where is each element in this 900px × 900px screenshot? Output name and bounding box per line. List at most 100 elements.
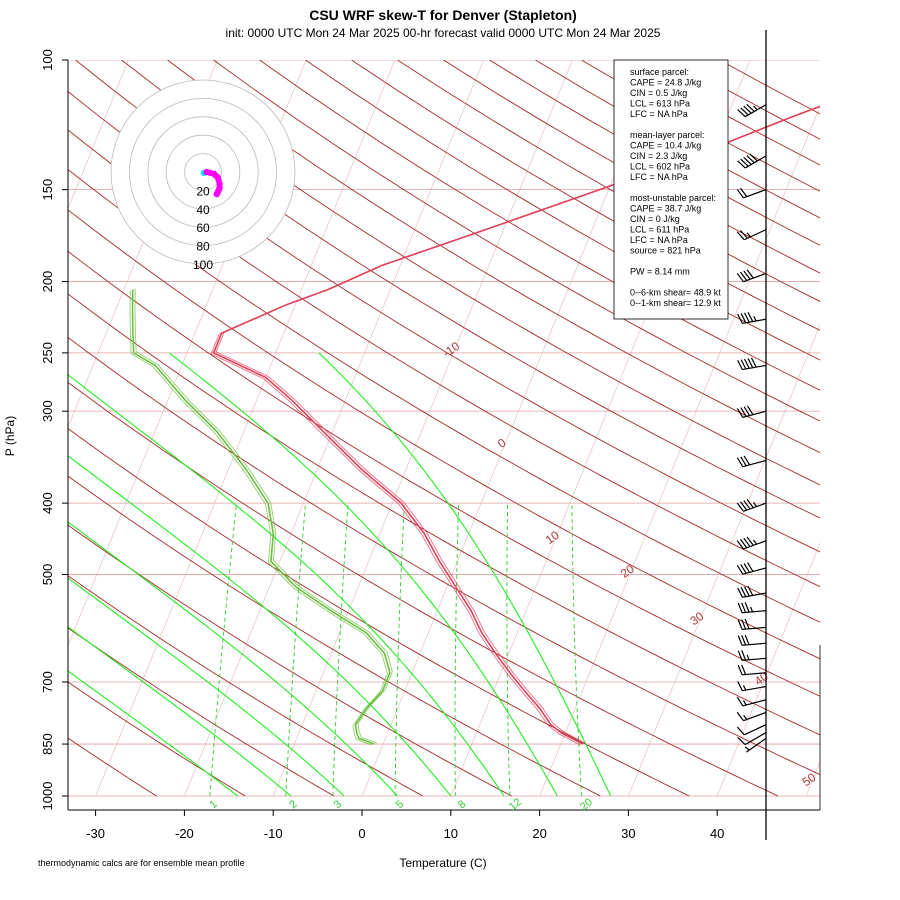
moist-adiabat bbox=[68, 521, 398, 797]
wind-barb-flag bbox=[741, 602, 747, 613]
wind-barb-staff bbox=[742, 410, 767, 418]
wind-barb-flag bbox=[746, 562, 754, 572]
dry-adiabat bbox=[259, 60, 820, 391]
wind-barb-staff bbox=[743, 502, 767, 512]
isotherm-line bbox=[68, 60, 129, 210]
mixing-ratio-line bbox=[571, 503, 582, 797]
y-tick-label: 1000 bbox=[40, 782, 55, 811]
wind-barb-flag bbox=[736, 272, 744, 283]
wind-barb bbox=[737, 618, 767, 631]
wind-barb-staff bbox=[744, 155, 767, 169]
wind-barb-flag bbox=[736, 189, 744, 199]
y-tick-label: 250 bbox=[40, 342, 55, 364]
temperature-profile bbox=[212, 105, 820, 745]
isotherm-line bbox=[895, 60, 900, 796]
moist-adiabat bbox=[68, 670, 239, 797]
wind-barb-staff bbox=[742, 672, 767, 676]
mixing-ratio-label: 1 bbox=[207, 798, 219, 811]
wind-barb-flag bbox=[736, 726, 745, 736]
hodograph-point bbox=[213, 190, 220, 198]
wind-barb-flag bbox=[740, 587, 747, 597]
wind-barb-half-flag bbox=[753, 539, 758, 545]
wind-barb-staff bbox=[742, 699, 767, 707]
x-tick-label: 10 bbox=[444, 826, 458, 841]
wind-barb bbox=[737, 602, 767, 614]
isotherm-line bbox=[539, 105, 820, 797]
y-tick-label: 200 bbox=[40, 271, 55, 293]
wind-barb-flag bbox=[741, 664, 747, 675]
wind-barb-flag bbox=[740, 501, 748, 511]
wind-barb-flag bbox=[746, 405, 754, 415]
wind-barb-flag bbox=[737, 587, 743, 598]
stats-line: CIN = 0.5 J/kg bbox=[630, 88, 687, 98]
x-tick-label: -20 bbox=[175, 826, 194, 841]
y-tick-label: 850 bbox=[40, 733, 55, 755]
stats-line: CAPE = 10.4 J/kg bbox=[630, 141, 701, 151]
dry-adiabat bbox=[68, 293, 820, 736]
stats-line: CAPE = 38.7 J/kg bbox=[630, 204, 701, 214]
wind-barb-flag bbox=[741, 650, 747, 661]
wind-barb-flag bbox=[737, 681, 743, 691]
stats-line: LFC = NA hPa bbox=[630, 235, 688, 245]
dry-adiabat bbox=[75, 60, 820, 519]
stats-line: PW = 8.14 mm bbox=[630, 267, 690, 277]
stats-line: LCL = 602 hPa bbox=[630, 162, 690, 172]
wind-barb-flag bbox=[743, 105, 752, 114]
wind-barb-flag bbox=[744, 312, 750, 323]
wind-barb-flag bbox=[750, 357, 757, 368]
stats-line: mean-layer parcel: bbox=[630, 130, 705, 140]
wind-barb-flag bbox=[737, 359, 743, 370]
stats-line: LCL = 611 hPa bbox=[630, 225, 689, 235]
wind-barb-half-flag bbox=[753, 105, 758, 111]
mixing-ratio-line bbox=[332, 503, 349, 797]
wind-barb-flag bbox=[747, 358, 754, 369]
wind-barb bbox=[736, 499, 767, 512]
wind-barb-flag bbox=[737, 635, 743, 646]
moist-adiabat bbox=[169, 352, 558, 797]
wind-barb-staff bbox=[742, 459, 767, 468]
dry-adiabat bbox=[68, 336, 820, 776]
wind-barb-flag bbox=[744, 358, 750, 369]
wind-barb-flag bbox=[737, 602, 743, 613]
wind-barb-flag bbox=[737, 313, 743, 324]
mixing-ratio-label: 2 bbox=[287, 798, 299, 811]
wind-barb-flag bbox=[749, 153, 758, 162]
x-axis-label: Temperature (C) bbox=[399, 856, 486, 870]
wind-barb-half-flag bbox=[753, 316, 757, 322]
y-tick-label: 150 bbox=[40, 179, 55, 201]
wind-barb bbox=[737, 357, 767, 371]
wind-barb bbox=[737, 681, 767, 692]
wind-barb bbox=[737, 103, 767, 118]
wind-barb-flag bbox=[743, 156, 752, 165]
wind-barb-staff bbox=[743, 724, 767, 736]
wind-barb-staff bbox=[743, 229, 767, 241]
wind-barb-flag bbox=[743, 500, 751, 510]
wind-barb-staff bbox=[743, 711, 767, 722]
isotherm-label: -10 bbox=[440, 339, 463, 361]
wind-barb-half-flag bbox=[742, 700, 747, 706]
wind-barb-flag bbox=[736, 502, 744, 512]
hodograph: 20 40 60 80 100 bbox=[110, 79, 296, 272]
wind-barb-flag bbox=[736, 231, 745, 241]
wind-barb bbox=[737, 311, 767, 324]
wind-barb bbox=[737, 153, 767, 169]
wind-barb bbox=[736, 455, 767, 468]
stats-line: LFC = NA hPa bbox=[630, 109, 688, 119]
y-axis-label: P (hPa) bbox=[3, 416, 17, 456]
wind-barb-flag bbox=[736, 408, 744, 418]
isotherm-line bbox=[628, 323, 820, 797]
wind-barb-staff bbox=[744, 104, 767, 118]
dry-adiabat bbox=[167, 60, 820, 454]
wind-barb-flag bbox=[743, 270, 751, 280]
x-tick-label: 20 bbox=[532, 826, 546, 841]
wind-barb-staff bbox=[742, 626, 767, 631]
wind-barb-flag bbox=[740, 313, 747, 324]
mixing-ratio-label: 20 bbox=[578, 796, 595, 813]
wind-barb-flag bbox=[736, 696, 744, 707]
wind-barb-flag bbox=[737, 664, 743, 676]
isotherm-line bbox=[716, 542, 820, 797]
moist-adiabat bbox=[68, 374, 505, 797]
wind-barb-flag bbox=[741, 619, 747, 630]
wind-barb-staff bbox=[742, 567, 767, 575]
wind-barb bbox=[736, 536, 767, 550]
